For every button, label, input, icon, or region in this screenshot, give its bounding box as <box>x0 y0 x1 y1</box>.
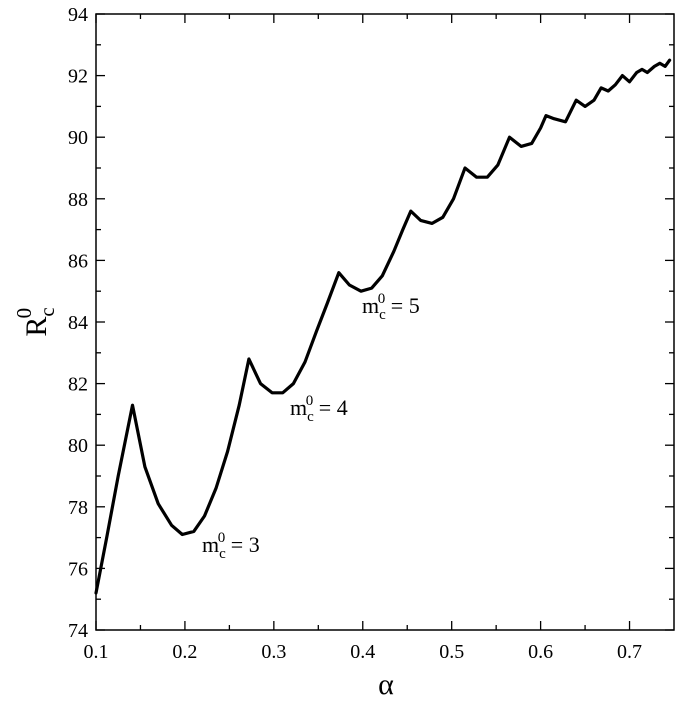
x-axis-title: α <box>378 668 394 701</box>
y-tick-label: 82 <box>68 374 88 396</box>
y-tick-label: 86 <box>68 250 88 272</box>
annotation-m5: mc0 = 5 <box>362 291 420 323</box>
y-tick-label: 88 <box>68 189 88 211</box>
y-tick-label: 78 <box>68 497 88 519</box>
annotation-m4: mc0 = 4 <box>290 393 348 425</box>
y-axis-title-sub: c <box>35 307 59 316</box>
y-axis-title: Rc0 <box>12 307 59 336</box>
x-tick-label: 0.6 <box>528 641 553 663</box>
annotation-m3: mc0 = 3 <box>202 530 260 562</box>
y-tick-label: 76 <box>68 558 88 580</box>
x-tick-label: 0.2 <box>172 641 197 663</box>
ticks <box>95 13 674 631</box>
y-tick-label: 92 <box>68 66 88 88</box>
x-tick-label: 0.3 <box>261 641 286 663</box>
tick-labels: 0.1 0.2 0.3 0.4 0.5 0.6 0.7 74 76 78 80 82 84 86 88 90 9… <box>68 4 642 663</box>
y-tick-label: 80 <box>68 435 88 457</box>
series-line <box>94 58 672 595</box>
y-axis-title-sup: 0 <box>12 308 36 319</box>
y-tick-label: 84 <box>68 312 88 334</box>
x-tick-label: 0.1 <box>84 641 109 663</box>
y-tick-label: 94 <box>68 4 88 26</box>
y-tick-label: 90 <box>68 127 88 149</box>
x-tick-label: 0.5 <box>439 641 464 663</box>
x-tick-label: 0.7 <box>617 641 642 663</box>
y-axis-title-base: R <box>20 317 53 337</box>
y-tick-label: 74 <box>68 620 88 642</box>
x-tick-label: 0.4 <box>350 641 375 663</box>
